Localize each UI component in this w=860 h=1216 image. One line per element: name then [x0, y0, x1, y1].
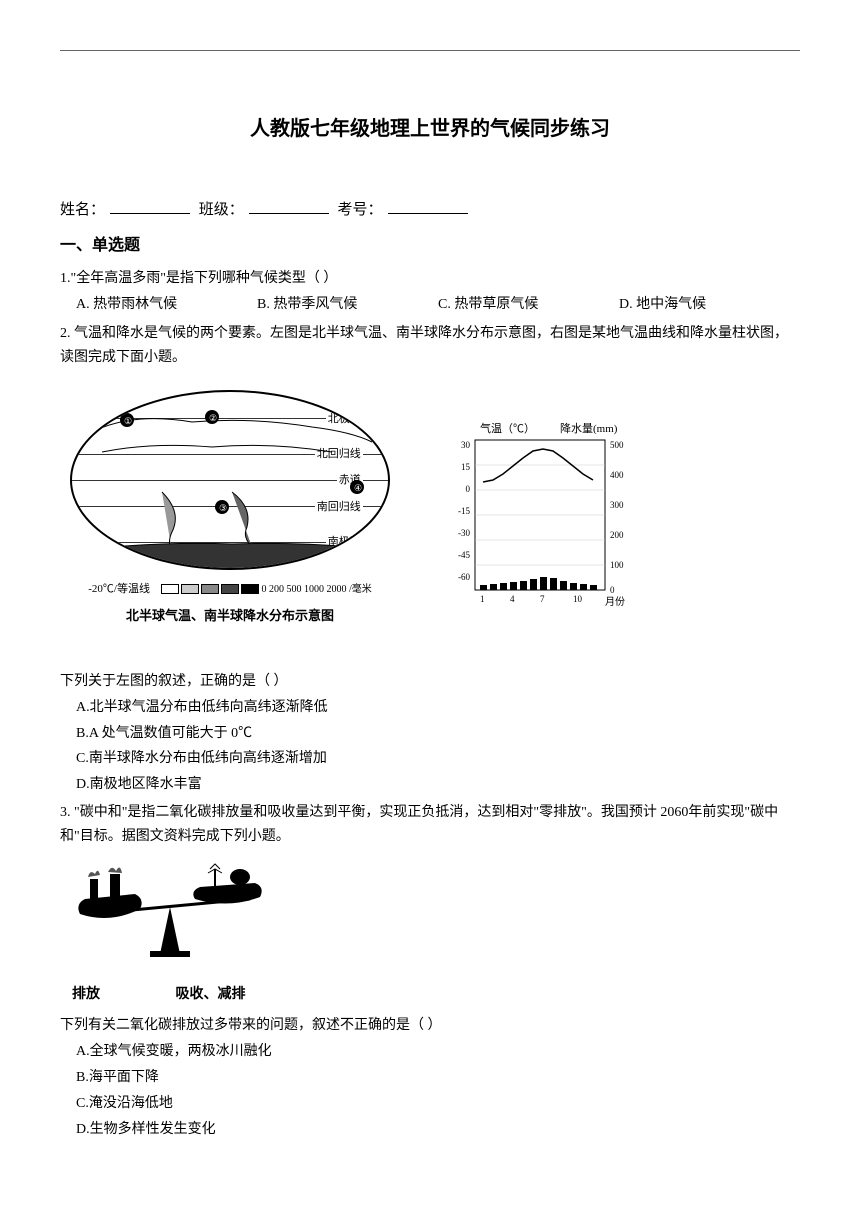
number-label: 考号：: [338, 202, 383, 218]
class-label: 班级：: [199, 202, 244, 218]
q1-option-b[interactable]: B. 热带季风气候: [257, 293, 438, 317]
svg-text:1: 1: [480, 594, 485, 604]
q2-figures: 北极圈 北回归线 赤道 南回归线 南极圈 ① ② ③ ④ -20℃: [60, 380, 800, 660]
q2-option-c[interactable]: C.南半球降水分布由低纬向高纬逐渐增加: [76, 747, 800, 771]
svg-text:②: ②: [209, 413, 217, 423]
q2-intro: 2. 气温和降水是气候的两个要素。左图是北半球气温、南半球降水分布示意图，右图是…: [60, 322, 800, 370]
svg-text:-15: -15: [458, 506, 470, 516]
chart-title-left: 气温（℃）: [480, 421, 535, 435]
svg-text:月份: 月份: [605, 596, 625, 608]
svg-text:④: ④: [354, 483, 362, 493]
q1-text: 1."全年高温多雨"是指下列哪种气候类型（ ）: [60, 267, 800, 291]
legend-box-4: [221, 584, 239, 594]
svg-text:200: 200: [610, 530, 624, 540]
student-info-line: 姓名： 班级： 考号：: [60, 197, 800, 224]
question-2: 2. 气温和降水是气候的两个要素。左图是北半球气温、南半球降水分布示意图，右图是…: [60, 322, 800, 797]
q3-option-c[interactable]: C.淹没沿海低地: [76, 1092, 800, 1116]
svg-text:7: 7: [540, 594, 545, 604]
svg-text:0: 0: [466, 484, 471, 494]
q3-option-b[interactable]: B.海平面下降: [76, 1066, 800, 1090]
q1-option-c[interactable]: C. 热带草原气候: [438, 293, 619, 317]
svg-text:①: ①: [124, 416, 132, 426]
q3-option-a[interactable]: A.全球气候变暖，两极冰川融化: [76, 1040, 800, 1064]
q3-option-d[interactable]: D.生物多样性发生变化: [76, 1118, 800, 1142]
q2-option-d[interactable]: D.南极地区降水丰富: [76, 773, 800, 797]
svg-text:-60: -60: [458, 572, 470, 582]
map-caption: 北半球气温、南半球降水分布示意图: [60, 605, 400, 627]
balance-right-label: 吸收、减排: [176, 983, 246, 1007]
page-title: 人教版七年级地理上世界的气候同步练习: [60, 111, 800, 147]
legend-box-1: [161, 584, 179, 594]
svg-text:400: 400: [610, 470, 624, 480]
svg-text:0: 0: [610, 585, 615, 595]
top-border-line: [60, 50, 800, 51]
legend-boxes: [161, 584, 259, 594]
class-blank[interactable]: [249, 213, 329, 214]
svg-text:-30: -30: [458, 528, 470, 538]
q1-option-d[interactable]: D. 地中海气候: [619, 293, 800, 317]
svg-text:300: 300: [610, 500, 624, 510]
svg-text:10: 10: [573, 594, 583, 604]
map-legend: -20℃/等温线 0 200 500 1000 2000 /毫米: [60, 580, 400, 599]
svg-text:-45: -45: [458, 550, 470, 560]
climate-chart-svg: 气温（℃） 降水量(mm) 30 15 0 -15 -30 -45 -60 50…: [440, 420, 640, 620]
number-blank[interactable]: [388, 213, 468, 214]
map-landmass-svg: ① ② ③ ④: [72, 392, 390, 570]
balance-svg: [60, 859, 280, 959]
q2-stem: 下列关于左图的叙述，正确的是（ ）: [60, 670, 800, 694]
svg-text:500: 500: [610, 440, 624, 450]
q1-option-a[interactable]: A. 热带雨林气候: [76, 293, 257, 317]
q3-intro: 3. "碳中和"是指二氧化碳排放量和吸收量达到平衡，实现正负抵消，达到相对"零排…: [60, 801, 800, 849]
svg-text:100: 100: [610, 560, 624, 570]
svg-text:30: 30: [461, 440, 471, 450]
map-figure: 北极圈 北回归线 赤道 南回归线 南极圈 ① ② ③ ④ -20℃: [60, 380, 400, 660]
balance-figure: [60, 859, 280, 979]
name-label: 姓名：: [60, 202, 105, 218]
balance-labels: 排放 吸收、减排: [72, 983, 800, 1007]
legend-scale: 0 200 500 1000 2000 /毫米: [261, 584, 371, 595]
legend-box-3: [201, 584, 219, 594]
q3-options: A.全球气候变暖，两极冰川融化 B.海平面下降 C.淹没沿海低地 D.生物多样性…: [76, 1040, 800, 1141]
q2-options: A.北半球气温分布由低纬向高纬逐渐降低 B.A 处气温数值可能大于 0℃ C.南…: [76, 696, 800, 797]
climate-chart: 气温（℃） 降水量(mm) 30 15 0 -15 -30 -45 -60 50…: [440, 420, 640, 620]
svg-text:4: 4: [510, 594, 515, 604]
precip-bars: [480, 577, 597, 590]
legend-text: -20℃/等温线: [88, 583, 150, 595]
q2-option-b[interactable]: B.A 处气温数值可能大于 0℃: [76, 722, 800, 746]
question-1: 1."全年高温多雨"是指下列哪种气候类型（ ） A. 热带雨林气候 B. 热带季…: [60, 267, 800, 317]
q3-stem: 下列有关二氧化碳排放过多带来的问题，叙述不正确的是（ ）: [60, 1014, 800, 1038]
question-3: 3. "碳中和"是指二氧化碳排放量和吸收量达到平衡，实现正负抵消，达到相对"零排…: [60, 801, 800, 1141]
q2-option-a[interactable]: A.北半球气温分布由低纬向高纬逐渐降低: [76, 696, 800, 720]
world-map-ellipse: 北极圈 北回归线 赤道 南回归线 南极圈 ① ② ③ ④: [70, 390, 390, 570]
legend-box-5: [241, 584, 259, 594]
q1-options: A. 热带雨林气候 B. 热带季风气候 C. 热带草原气候 D. 地中海气候: [76, 293, 800, 317]
svg-text:15: 15: [461, 462, 471, 472]
temp-line: [483, 449, 593, 482]
balance-left-label: 排放: [72, 983, 132, 1007]
chart-title-right: 降水量(mm): [560, 421, 618, 435]
svg-text:③: ③: [219, 503, 227, 513]
name-blank[interactable]: [110, 213, 190, 214]
section-1-title: 一、单选题: [60, 232, 800, 261]
legend-box-2: [181, 584, 199, 594]
